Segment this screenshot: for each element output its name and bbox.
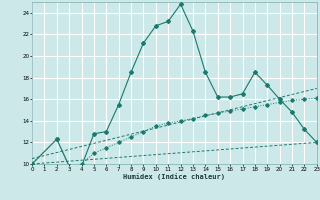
X-axis label: Humidex (Indice chaleur): Humidex (Indice chaleur) (124, 173, 225, 180)
